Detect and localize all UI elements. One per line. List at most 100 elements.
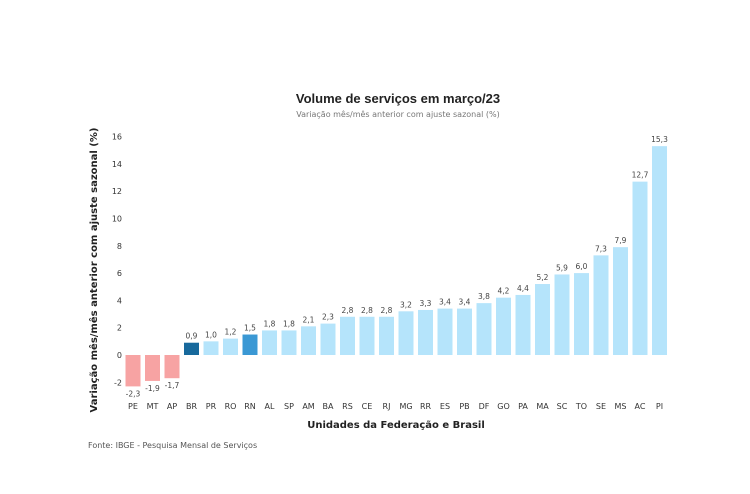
data-label: 2,8 — [361, 306, 373, 315]
bar-pi — [652, 146, 667, 355]
data-label: 2,3 — [322, 313, 334, 322]
x-axis-label: Unidades da Federação e Brasil — [307, 420, 485, 431]
data-label: 3,8 — [478, 292, 490, 301]
bar-ms — [613, 247, 628, 355]
bar-mt — [145, 355, 160, 381]
x-tick-label: MS — [615, 402, 627, 411]
x-tick-label: AL — [265, 402, 275, 411]
data-label: 12,7 — [632, 171, 649, 180]
bar-df — [476, 303, 492, 355]
x-tick-label: MG — [399, 402, 412, 411]
x-tick-label: RJ — [383, 402, 391, 411]
x-tick-label: RO — [225, 402, 237, 411]
x-tick-label: RN — [244, 402, 256, 411]
x-tick-label: SC — [557, 402, 568, 411]
bar-rs — [340, 316, 355, 355]
data-label: -1,7 — [165, 381, 180, 390]
bar-pe — [125, 355, 141, 387]
x-tick-label: PA — [518, 402, 528, 411]
data-label: 3,4 — [459, 298, 471, 307]
data-label: 3,3 — [420, 299, 432, 308]
data-label: 2,8 — [342, 306, 354, 315]
x-tick-label: CE — [362, 402, 373, 411]
data-label: 1,2 — [225, 328, 237, 337]
bar-rn — [242, 334, 258, 355]
y-tick-label: -2 — [114, 378, 122, 387]
data-label: 3,4 — [439, 298, 451, 307]
bar-al — [262, 330, 277, 355]
data-label: 5,9 — [556, 263, 568, 272]
x-tick-label: ES — [440, 402, 450, 411]
x-tick-label: MA — [536, 402, 549, 411]
x-tick-label: MT — [147, 402, 159, 411]
bar-to — [574, 273, 589, 355]
data-label: 2,8 — [381, 306, 393, 315]
bar-sp — [281, 330, 297, 355]
x-tick-label: AC — [635, 402, 646, 411]
x-tick-label: SP — [284, 402, 294, 411]
x-tick-label: BR — [186, 402, 197, 411]
bar-go — [496, 297, 511, 355]
x-tick-label: RS — [342, 402, 353, 411]
data-label: 1,8 — [283, 319, 295, 328]
y-axis-label: Variação mês/mês anterior com ajuste saz… — [88, 128, 100, 413]
source-note: Fonte: IBGE - Pesquisa Mensal de Serviço… — [88, 441, 258, 450]
data-label: 2,1 — [303, 315, 315, 324]
bar-rr — [418, 309, 433, 355]
bar-ap — [164, 355, 180, 379]
x-tick-label: PB — [459, 402, 469, 411]
data-label: 0,9 — [186, 332, 198, 341]
x-tick-label: RR — [420, 402, 432, 411]
x-tick-label: BA — [323, 402, 334, 411]
bar-sc — [554, 274, 570, 355]
data-label: 3,2 — [400, 300, 412, 309]
bar-ba — [320, 323, 336, 355]
bar-ro — [223, 338, 238, 355]
chart-title: Volume de serviços em março/23 — [296, 91, 500, 106]
x-tick-label: TO — [575, 402, 587, 411]
data-label: 4,4 — [517, 284, 529, 293]
y-tick-label: 14 — [112, 160, 122, 169]
x-tick-label: AP — [167, 402, 177, 411]
chart-subtitle: Variação mês/mês anterior com ajuste saz… — [296, 109, 500, 119]
data-label: -1,9 — [145, 384, 160, 393]
bar-se — [593, 255, 609, 355]
bar-mg — [398, 311, 414, 355]
bar-am — [301, 326, 316, 355]
y-tick-label: 2 — [117, 324, 122, 333]
x-tick-label: AM — [302, 402, 314, 411]
x-tick-label: PE — [128, 402, 138, 411]
bar-pb — [457, 308, 472, 355]
y-tick-label: 12 — [112, 187, 122, 196]
y-tick-label: 10 — [112, 215, 122, 224]
bar-ac — [632, 181, 648, 355]
bar-ma — [535, 284, 550, 355]
data-label: 6,0 — [576, 262, 588, 271]
x-tick-label: DF — [479, 402, 490, 411]
x-tick-label: PI — [656, 402, 663, 411]
x-tick-label: PR — [206, 402, 217, 411]
y-tick-label: 8 — [117, 242, 122, 251]
bar-br — [184, 342, 199, 355]
y-tick-label: 16 — [112, 133, 122, 142]
data-label: 1,5 — [244, 324, 256, 333]
data-label: 4,2 — [498, 287, 510, 296]
bars: -2,3 PE -1,9 MT -1,7 AP 0,9 BR 1,0 PR 1,2 RO 1,5 RN 1,… — [125, 135, 668, 411]
x-tick-label: GO — [497, 402, 510, 411]
y-tick-label: 6 — [117, 269, 122, 278]
bar-pa — [515, 294, 531, 355]
y-tick-label: 4 — [117, 296, 122, 305]
bar-pr — [203, 341, 219, 355]
data-label: 7,9 — [615, 236, 627, 245]
bar-ce — [359, 316, 375, 355]
y-ticks: -2 0 2 4 6 8 10 12 14 16 — [112, 133, 122, 388]
data-label: 5,2 — [537, 273, 549, 282]
data-label: 1,8 — [264, 319, 276, 328]
bar-rj — [379, 316, 394, 355]
data-label: -2,3 — [126, 389, 141, 398]
data-label: 1,0 — [205, 330, 217, 339]
y-tick-label: 0 — [117, 351, 122, 360]
x-tick-label: SE — [596, 402, 606, 411]
data-label: 7,3 — [595, 244, 607, 253]
